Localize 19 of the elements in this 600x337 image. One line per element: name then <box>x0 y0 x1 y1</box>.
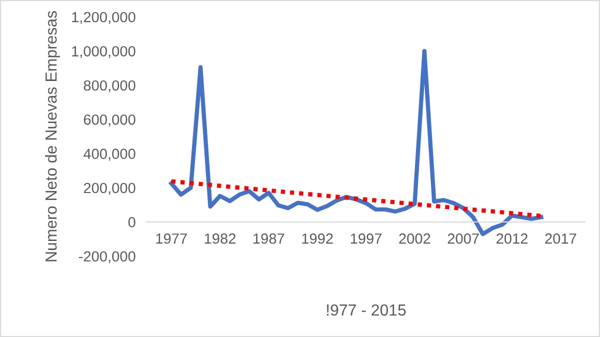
x-tick-label: 2017 <box>545 233 576 244</box>
x-tick-label: 1977 <box>156 233 187 244</box>
x-tick-label: 1997 <box>350 233 382 244</box>
y-tick-label: 600,000 <box>84 114 136 127</box>
x-axis-title: !977 - 2015 <box>327 304 406 316</box>
x-tick-label: 2012 <box>496 233 528 244</box>
y-tick-label: 200,000 <box>84 182 136 195</box>
y-tick-label: -200,000 <box>78 251 136 264</box>
x-tick-label: 1987 <box>254 233 284 244</box>
y-tick-label: 800,000 <box>84 80 136 92</box>
y-tick-label: 1,200,000 <box>72 12 136 24</box>
x-tick-label: 2007 <box>448 233 479 244</box>
x-tick-label: 1982 <box>204 233 236 244</box>
y-tick-label: 1,000,000 <box>72 46 136 58</box>
x-tick-label: 1992 <box>302 233 333 244</box>
y-tick-label: 0 <box>128 217 136 228</box>
y-tick-label: 400,000 <box>84 148 136 161</box>
y-axis-title: Numero Neto de Nuevas Empresas <box>45 10 60 262</box>
x-tick-label: 2002 <box>399 233 430 244</box>
